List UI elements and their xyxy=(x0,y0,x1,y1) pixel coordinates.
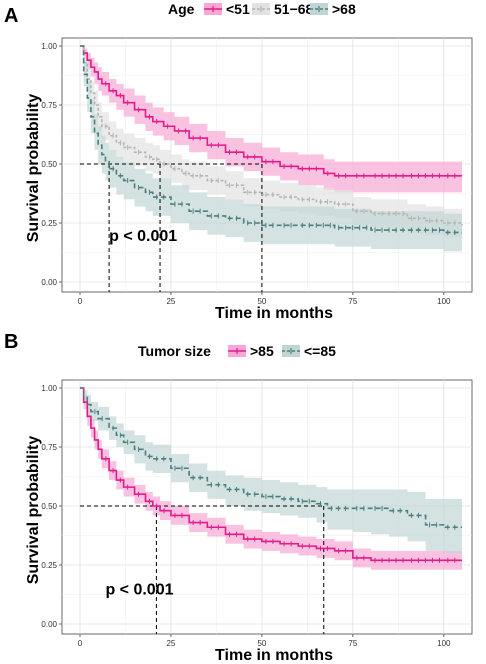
y-tick-label: 1.00 xyxy=(41,42,57,51)
x-tick-label: 0 xyxy=(78,297,83,306)
y-tick-label: 0.75 xyxy=(41,101,57,110)
y-tick-label: 0.50 xyxy=(41,160,57,169)
panel-b: B Tumor size >85 <=85 Survival probabilit… xyxy=(4,331,473,664)
y-tick-label: 0.00 xyxy=(41,620,57,629)
y-tick-label: 0.50 xyxy=(41,502,57,511)
y-tick-label: 0.00 xyxy=(41,278,57,287)
survival-curve-1 xyxy=(80,45,462,177)
legend-label-2: 51−68 xyxy=(274,1,314,17)
x-tick-label: 100 xyxy=(437,297,451,306)
x-tick-label: 25 xyxy=(166,639,175,648)
x-tick-label: 50 xyxy=(257,639,266,648)
survival-curve-3 xyxy=(80,45,462,234)
y-tick-label: 0.25 xyxy=(41,219,57,228)
x-tick-label: 75 xyxy=(348,639,357,648)
survival-curve-1 xyxy=(80,387,462,562)
confidence-band-1 xyxy=(80,388,462,570)
x-tick-label: 100 xyxy=(437,639,451,648)
survival-curve-2 xyxy=(80,387,462,529)
p-value-annotation: p < 0.001 xyxy=(109,228,177,245)
legend-title-a: Age xyxy=(168,1,195,17)
confidence-band-3 xyxy=(80,46,462,252)
x-tick-label: 0 xyxy=(78,639,83,648)
panel-letter-b: B xyxy=(4,331,18,353)
x-tick-label: 25 xyxy=(166,297,175,306)
plot-area-a: 0 25 50 75 100 0.00 0.25 0.50 0.75 1.00 p < 0.001 xyxy=(41,37,473,306)
y-axis-label-b: Survival probability xyxy=(25,436,42,585)
panel-a: A Age <51 51−68 >68 Survival probability T… xyxy=(4,1,473,322)
y-axis-label-a: Survival probability xyxy=(25,94,42,243)
legend-label-1: >85 xyxy=(250,343,274,359)
legend-label-1: <51 xyxy=(226,1,250,17)
legend-label-3: >68 xyxy=(332,1,356,17)
panel-letter-a: A xyxy=(4,5,18,27)
confidence-band-2 xyxy=(80,388,462,554)
x-axis-label-b: Time in months xyxy=(215,647,333,664)
p-value-annotation: p < 0.001 xyxy=(105,582,173,599)
y-tick-label: 0.25 xyxy=(41,561,57,570)
x-axis-label-a: Time in months xyxy=(215,305,333,322)
y-tick-label: 0.75 xyxy=(41,443,57,452)
plot-area-b: 0 25 50 75 100 0.00 0.25 0.50 0.75 1.00 p < 0.001 xyxy=(41,379,473,648)
x-tick-label: 75 xyxy=(348,297,357,306)
legend-label-2: <=85 xyxy=(304,343,336,359)
legend-b: Tumor size >85 <=85 xyxy=(138,343,336,359)
legend-a: Age <51 51−68 >68 xyxy=(168,1,356,17)
legend-title-b: Tumor size xyxy=(138,343,211,359)
x-tick-label: 50 xyxy=(257,297,266,306)
y-tick-label: 1.00 xyxy=(41,384,57,393)
